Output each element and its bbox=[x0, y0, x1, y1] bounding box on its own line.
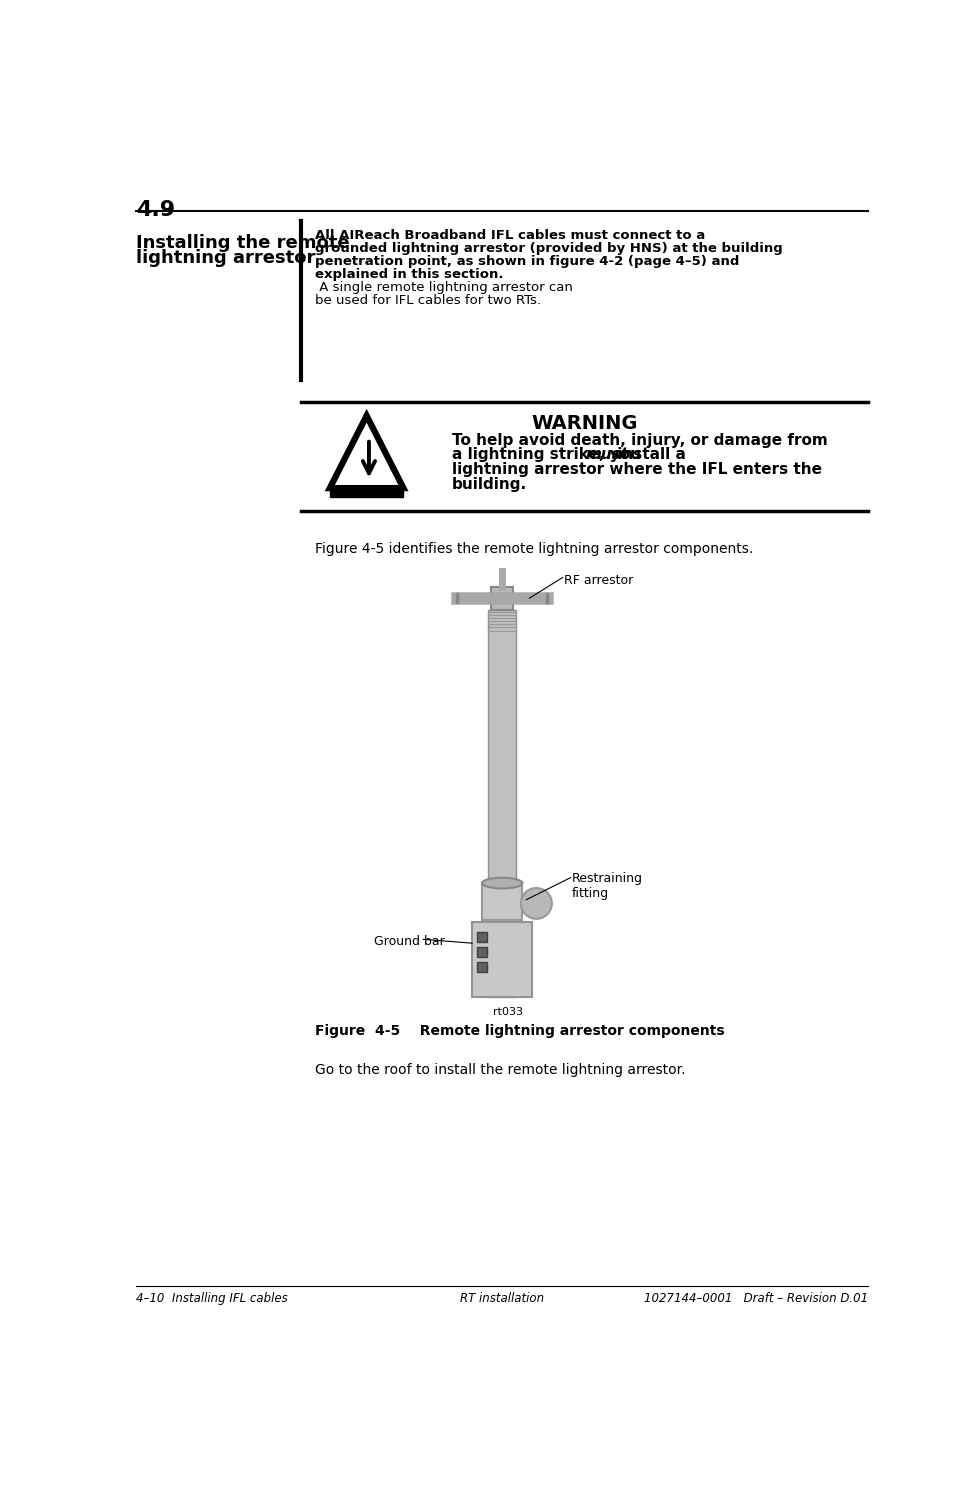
Text: explained in this section.: explained in this section. bbox=[315, 268, 503, 281]
Text: Go to the roof to install the remote lightning arrestor.: Go to the roof to install the remote lig… bbox=[315, 1062, 685, 1076]
Text: must: must bbox=[585, 448, 628, 463]
Text: Installing the remote: Installing the remote bbox=[136, 234, 350, 251]
Text: be used for IFL cables for two RTs.: be used for IFL cables for two RTs. bbox=[315, 295, 541, 307]
Text: Figure 4-5 identifies the remote lightning arrestor components.: Figure 4-5 identifies the remote lightni… bbox=[315, 542, 753, 557]
FancyBboxPatch shape bbox=[482, 882, 522, 920]
FancyBboxPatch shape bbox=[472, 921, 532, 997]
Text: All AIReach Broadband IFL cables must connect to a: All AIReach Broadband IFL cables must co… bbox=[315, 229, 705, 241]
Text: penetration point, as shown in figure 4-2 (page 4–5) and: penetration point, as shown in figure 4-… bbox=[315, 254, 739, 268]
Text: Figure  4-5    Remote lightning arrestor components: Figure 4-5 Remote lightning arrestor com… bbox=[315, 1024, 724, 1039]
FancyBboxPatch shape bbox=[476, 946, 487, 957]
FancyBboxPatch shape bbox=[488, 610, 516, 997]
Text: building.: building. bbox=[452, 476, 527, 491]
Text: A single remote lightning arrestor can: A single remote lightning arrestor can bbox=[315, 281, 572, 295]
Ellipse shape bbox=[482, 878, 522, 888]
Text: lightning arrestor where the IFL enters the: lightning arrestor where the IFL enters … bbox=[452, 461, 822, 478]
Text: RF arrestor: RF arrestor bbox=[564, 573, 633, 586]
Text: 4–10  Installing IFL cables: 4–10 Installing IFL cables bbox=[136, 1292, 288, 1305]
FancyBboxPatch shape bbox=[491, 586, 514, 610]
Polygon shape bbox=[330, 488, 404, 497]
Text: grounded lightning arrestor (provided by HNS) at the building: grounded lightning arrestor (provided by… bbox=[315, 241, 782, 254]
Text: RT installation: RT installation bbox=[461, 1292, 544, 1305]
Text: Ground bar: Ground bar bbox=[374, 936, 445, 948]
Text: 4.9: 4.9 bbox=[136, 199, 175, 220]
Text: WARNING: WARNING bbox=[531, 414, 638, 433]
FancyBboxPatch shape bbox=[476, 963, 487, 973]
Text: To help avoid death, injury, or damage from: To help avoid death, injury, or damage f… bbox=[452, 433, 828, 448]
FancyBboxPatch shape bbox=[476, 931, 487, 942]
Circle shape bbox=[520, 888, 552, 918]
Text: install a: install a bbox=[612, 448, 686, 463]
Text: 1027144–0001   Draft – Revision D.01: 1027144–0001 Draft – Revision D.01 bbox=[644, 1292, 868, 1305]
Text: lightning arrestor: lightning arrestor bbox=[136, 250, 316, 268]
Text: rt033: rt033 bbox=[493, 1007, 523, 1018]
Text: Restraining
fitting: Restraining fitting bbox=[572, 872, 643, 900]
Text: a lightning strike, you: a lightning strike, you bbox=[452, 448, 646, 463]
